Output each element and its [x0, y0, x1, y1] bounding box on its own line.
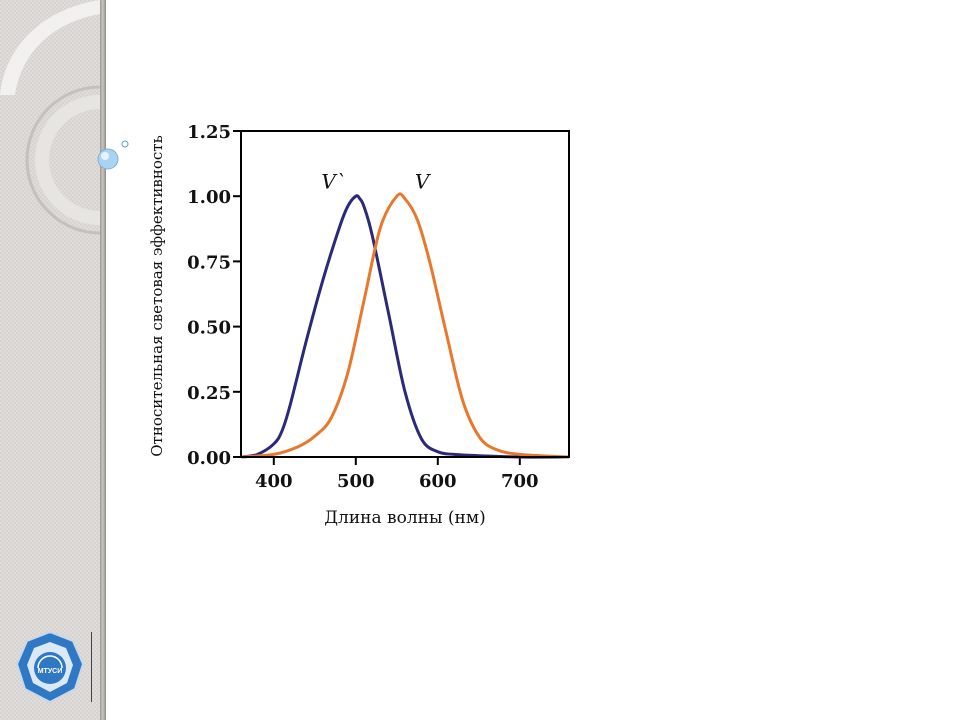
- series-line-v-prime: [240, 194, 570, 459]
- y-tick-label: 0.75: [187, 252, 231, 273]
- y-axis-label: Относительная световая эффективность: [148, 135, 166, 457]
- y-tick-label: 0.25: [187, 383, 231, 404]
- x-tick-label: 400: [255, 471, 293, 492]
- x-tick-label: 500: [337, 471, 375, 492]
- logo-text: МТУСИ: [38, 668, 63, 675]
- x-axis-ticks: 400 500 600 700: [255, 457, 539, 492]
- sidebar-decoration: [0, 0, 100, 720]
- sidebar-swirl-decoration: [0, 0, 100, 235]
- y-tick-label: 0.00: [187, 448, 231, 469]
- y-tick-label: 1.25: [187, 122, 231, 143]
- series-line-v: [240, 192, 570, 459]
- x-tick-label: 700: [501, 471, 539, 492]
- y-tick-label: 1.00: [187, 187, 231, 208]
- x-axis-label: Длина волны (нм): [324, 508, 486, 528]
- university-logo: МТУСИ: [15, 630, 85, 704]
- y-tick-label: 0.50: [187, 318, 231, 339]
- logo-divider: [91, 632, 92, 702]
- chart-series: [240, 192, 570, 459]
- bubble-decoration: [97, 140, 129, 170]
- plot-frame: [240, 130, 570, 458]
- series-label-v: V: [415, 169, 432, 193]
- series-label-v-prime: V`: [321, 169, 345, 193]
- luminous-efficiency-chart: 0.00 0.25 0.50 0.75 1.00 1.25 400 500 600 700 V`…: [148, 122, 570, 528]
- sidebar-edge: [100, 0, 106, 720]
- x-tick-label: 600: [419, 471, 457, 492]
- y-axis-ticks: 0.00 0.25 0.50 0.75 1.00 1.25: [187, 122, 241, 469]
